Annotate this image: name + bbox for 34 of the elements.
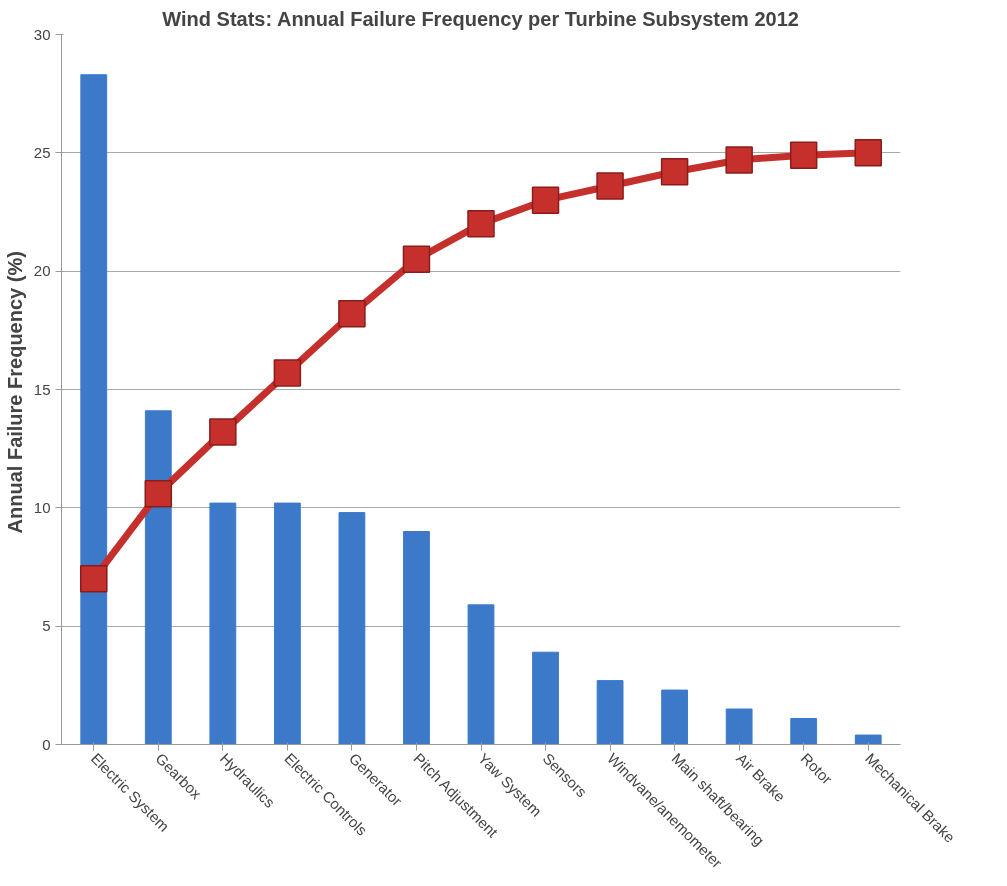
point (531, 186, 560, 214)
bar (338, 512, 366, 745)
y-tick-label: 15 (33, 380, 51, 398)
y-tick-label: 5 (42, 617, 51, 635)
bar (467, 604, 495, 745)
point (402, 245, 431, 274)
point (789, 141, 818, 169)
y-tick-label: 25 (33, 143, 51, 161)
y-tick-label: 0 (42, 735, 51, 753)
bar (273, 502, 301, 745)
point (854, 139, 882, 167)
bar (209, 502, 237, 745)
y-tick-label: 20 (33, 262, 51, 280)
bar (80, 74, 108, 745)
y-tick-label: 30 (33, 25, 51, 43)
bar (790, 717, 818, 745)
point (209, 418, 237, 446)
point (467, 210, 495, 238)
bar (661, 689, 689, 745)
bar (725, 708, 753, 745)
point (273, 359, 302, 387)
point (144, 479, 173, 508)
point (725, 146, 753, 174)
bar (596, 680, 624, 745)
point (338, 300, 366, 328)
bar (532, 651, 559, 745)
point (80, 565, 108, 593)
y-tick-label: 10 (33, 498, 51, 516)
point (660, 158, 689, 186)
chart-title: Wind Stats: Annual Failure Frequency per Turbine Subsystem 2012 (162, 7, 799, 30)
bar (854, 734, 882, 745)
point (596, 172, 624, 200)
bar (403, 531, 430, 745)
y-axis-title: Annual Failure Frequency (%) (3, 251, 26, 534)
